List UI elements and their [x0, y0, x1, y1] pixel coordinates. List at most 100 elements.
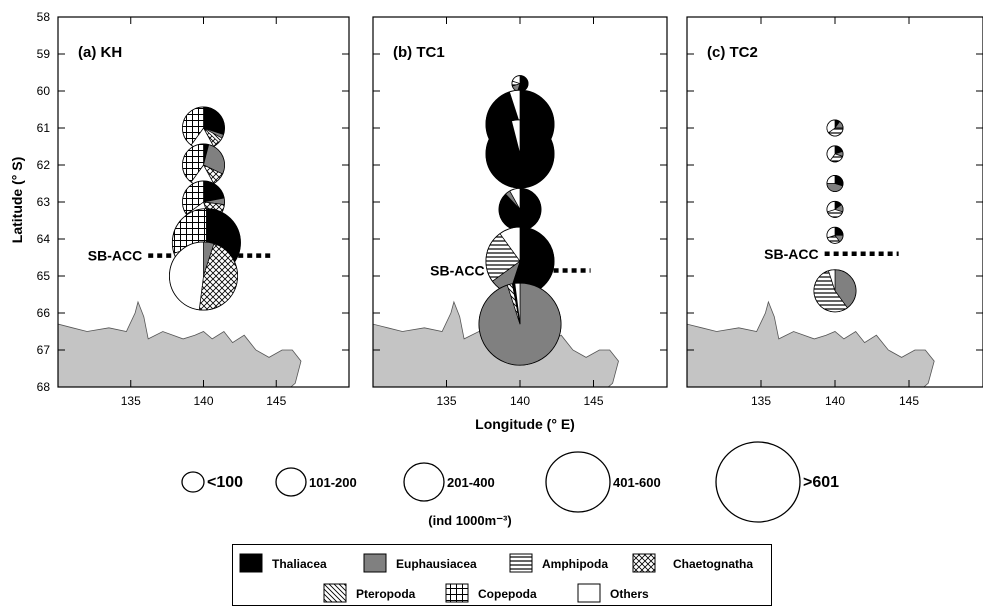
station-pie [478, 282, 562, 366]
station-pie [826, 226, 844, 244]
panel-3: 135 140 145 (c) TC2 SB-ACC [686, 16, 983, 408]
x-tick-label: 135 [436, 394, 456, 408]
legend-label: Thaliacea [272, 557, 327, 571]
pie-slice-others [826, 201, 836, 213]
size-legend-circle [545, 451, 611, 513]
x-tick-label: 140 [193, 394, 213, 408]
pie-slice-others [169, 241, 204, 311]
panel-label: (b) TC1 [393, 44, 445, 61]
size-legend-circle [275, 467, 307, 497]
pie-slice-amphipoda [813, 270, 848, 313]
legend-swatch-amphipoda [509, 553, 533, 573]
station-pie [182, 106, 225, 150]
station-pie [182, 143, 225, 187]
size-legend-label: <100 [207, 474, 243, 491]
y-tick-label: 66 [37, 306, 51, 320]
y-tick-label: 60 [37, 84, 51, 98]
size-legend: <100 101-200 201-400 401-600 >601 [181, 441, 839, 523]
legend-swatch-euphausiacea [363, 553, 387, 573]
pie-slice-others [509, 188, 521, 210]
station-pie [826, 175, 844, 192]
pie-slice-euphausiacea [826, 183, 844, 192]
pie-slice-others [511, 119, 521, 154]
panel-label: (a) KH [78, 44, 122, 61]
pie-slice-copepoda [182, 143, 204, 183]
pie-slice-chaetognatha [198, 243, 238, 311]
y-tick-label: 62 [37, 158, 51, 172]
category-legend: Thaliacea Euphausiacea Amphipoda Chaetognat… [239, 553, 753, 603]
station-pie [511, 75, 529, 93]
legend-swatch-chaetognatha [632, 553, 656, 573]
pie-slice-amphipoda [828, 127, 844, 137]
land-mass [687, 300, 935, 387]
station-pie [498, 187, 542, 231]
pie-slice-others [826, 175, 836, 184]
pie-slice-others [514, 282, 521, 325]
legend-swatch-copepoda [445, 583, 469, 603]
size-legend-label: 101-200 [309, 475, 357, 490]
pie-slice-thaliacea [203, 106, 225, 135]
pie-slice-thaliacea [834, 226, 844, 236]
x-tick-label: 135 [751, 394, 771, 408]
pie-slice-copepoda [182, 180, 204, 215]
x-tick-label: 145 [266, 394, 286, 408]
legend-label: Others [610, 587, 649, 601]
panel-label: (c) TC2 [707, 44, 758, 61]
pie-slice-others [509, 89, 521, 125]
station-pie [826, 119, 844, 137]
pie-slice-others [826, 226, 836, 239]
pie-slice-amphipoda [485, 233, 521, 282]
legend-swatch-others [577, 583, 601, 603]
panel-1: 58 59 60 61 62 63 64 65 66 67 68 135 140 145 (a) KH SB-… [37, 10, 350, 408]
legend-label: Copepoda [478, 587, 537, 601]
pie-slice-others [828, 269, 836, 291]
y-tick-label: 58 [37, 10, 51, 24]
y-tick-label: 59 [37, 47, 51, 61]
station-pie [826, 200, 844, 218]
size-legend-label: >601 [803, 474, 839, 491]
legend-label: Amphipoda [542, 557, 608, 571]
front-label: SB-ACC [430, 262, 484, 278]
station-pie [826, 145, 844, 163]
legend-swatch-pteropoda [323, 583, 347, 603]
station-pie [813, 269, 857, 313]
size-unit-label: (ind 1000m⁻³) [428, 513, 511, 528]
x-tick-label: 145 [899, 394, 919, 408]
y-axis-label: Latitude (° S) [9, 157, 25, 243]
pie-slice-amphipoda [826, 209, 844, 218]
legend-swatch-thaliacea [239, 553, 263, 573]
pie-slice-others [826, 145, 836, 161]
land-mass [58, 300, 302, 387]
pie-slice-others [511, 75, 521, 85]
legend-label: Chaetognatha [673, 557, 753, 571]
x-tick-label: 145 [583, 394, 603, 408]
station-pie [169, 241, 238, 311]
front-label: SB-ACC [764, 246, 818, 262]
x-axis-label: Longitude (° E) [475, 416, 575, 432]
map-panels: 58 59 60 61 62 63 64 65 66 67 68 135 140 145 (a) KH SB-… [37, 10, 983, 408]
station-pie [485, 119, 555, 189]
pie-slice-others [499, 226, 521, 263]
y-tick-label: 67 [37, 343, 51, 357]
size-legend-label: 201-400 [447, 475, 495, 490]
panel-2: 135 140 145 (b) TC1 SB-ACC [372, 16, 668, 408]
y-tick-label: 63 [37, 195, 51, 209]
size-legend-circle [403, 462, 445, 502]
front-label: SB-ACC [88, 248, 142, 264]
x-tick-label: 135 [121, 394, 141, 408]
y-tick-label: 64 [37, 232, 51, 246]
y-tick-label: 65 [37, 269, 51, 283]
station-pie [485, 226, 555, 296]
size-legend-circle [715, 441, 801, 523]
size-legend-circle [181, 471, 205, 493]
pie-slice-euphausiacea [203, 144, 225, 175]
pie-slice-copepoda [182, 106, 204, 146]
y-tick-label: 61 [37, 121, 51, 135]
x-tick-label: 140 [510, 394, 530, 408]
pie-slice-euphausiacea [834, 269, 857, 309]
legend-label: Euphausiacea [396, 557, 477, 571]
pie-slice-others [826, 119, 836, 134]
legend-label: Pteropoda [356, 587, 416, 601]
y-tick-label: 68 [37, 380, 51, 394]
